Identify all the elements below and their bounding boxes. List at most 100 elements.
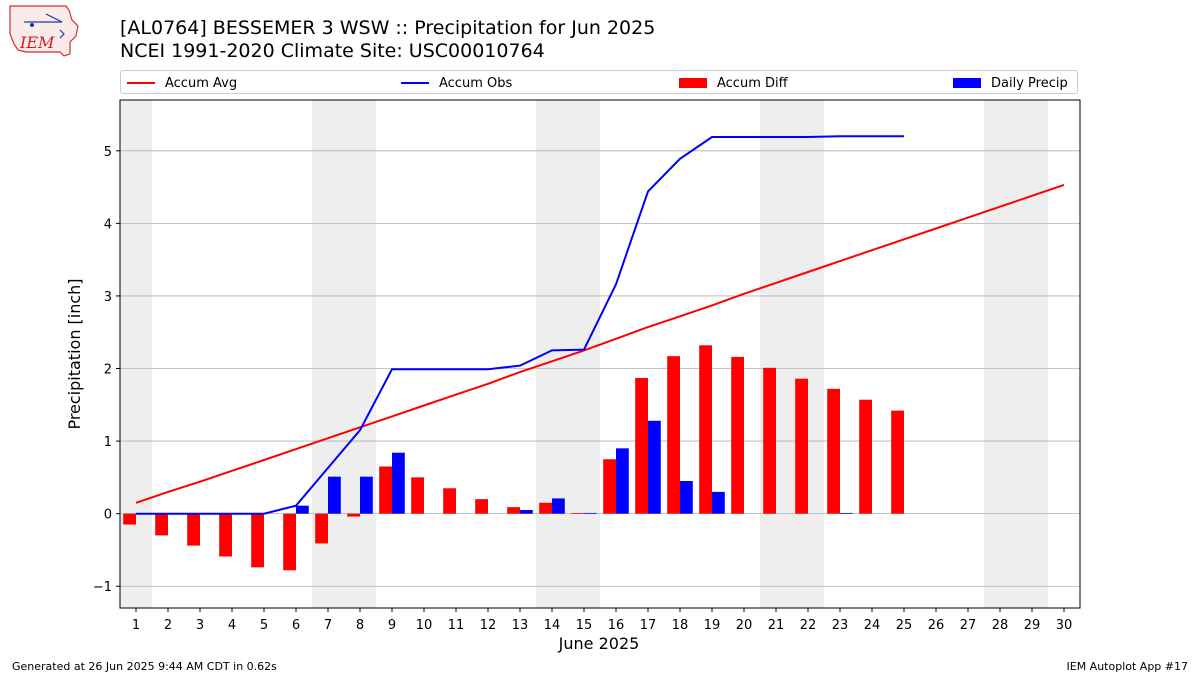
x-tick-label-30: 30 [1056,618,1073,633]
bar-daily-precip-day-18 [680,481,693,514]
bar-daily-precip-day-23 [840,512,853,514]
bar-accum-diff-day-6 [283,513,296,571]
bar-accum-diff-day-3 [187,513,200,546]
x-tick-label-25: 25 [896,618,913,633]
plot-frame [119,99,1081,609]
bar-accum-diff-day-12 [475,499,488,514]
legend-item-daily-precip: Daily Precip [953,74,1068,92]
bar-daily-precip-day-7 [328,476,341,514]
legend-item-accum-diff: Accum Diff [679,74,788,92]
y-tick-label-2: 2 [104,363,112,378]
bar-daily-precip-day-15 [584,512,597,514]
bar-accum-diff-day-11 [443,488,456,514]
line-accum-avg [135,183,1065,504]
x-tick-label-4: 4 [228,618,236,633]
chart-title: [AL0764] BESSEMER 3 WSW :: Precipitation… [120,17,656,39]
x-tick-label-17: 17 [640,618,657,633]
legend-swatch-accum-avg [127,82,155,84]
bar-accum-diff-day-23 [827,388,840,514]
bar-accum-diff-day-15 [571,512,584,514]
x-tick-label-23: 23 [832,618,849,633]
x-tick-label-27: 27 [960,618,977,633]
y-axis-label: Precipitation [inch] [65,278,84,429]
x-tick-label-21: 21 [768,618,785,633]
bar-accum-diff-day-5 [251,513,264,568]
bar-accum-diff-day-13 [507,507,520,514]
x-tick-label-6: 6 [292,618,300,633]
x-tick-label-16: 16 [608,618,625,633]
bar-accum-diff-day-21 [763,367,776,514]
y-tick-label-0: 0 [104,508,112,523]
bar-accum-diff-day-20 [731,356,744,514]
x-tick-label-5: 5 [260,618,268,633]
x-tick-label-24: 24 [864,618,881,633]
x-tick-label-15: 15 [576,618,593,633]
bar-accum-diff-day-18 [667,356,680,514]
bar-daily-precip-day-6 [296,505,309,514]
weekend-shade-day-14 [536,100,568,608]
legend-label-accum-avg: Accum Avg [165,75,238,91]
x-tick-label-14: 14 [544,618,561,633]
weekend-shade-day-28 [984,100,1016,608]
x-tick-label-7: 7 [324,618,332,633]
weekend-shade-day-1 [120,100,152,608]
bar-accum-diff-day-16 [603,459,616,514]
x-tick-label-1: 1 [132,618,140,633]
legend-swatch-accum-diff [679,78,707,88]
bar-accum-diff-day-7 [315,513,328,544]
x-tick-label-2: 2 [164,618,172,633]
x-tick-label-22: 22 [800,618,817,633]
generated-timestamp: Generated at 26 Jun 2025 9:44 AM CDT in … [12,660,277,673]
bar-accum-diff-day-14 [539,502,552,514]
bar-daily-precip-day-13 [520,510,533,514]
iem-logo: IEM [9,5,79,57]
x-tick-label-26: 26 [928,618,945,633]
x-tick-label-28: 28 [992,618,1009,633]
weekend-shade-day-21 [760,100,792,608]
x-tick-label-12: 12 [480,618,497,633]
line-accum-obs [136,135,904,515]
logo-text: IEM [19,33,55,52]
bar-daily-precip-day-16 [616,448,629,514]
bar-accum-diff-day-24 [859,399,872,514]
bar-accum-diff-day-17 [635,377,648,514]
weekend-shade-day-22 [792,100,824,608]
legend-swatch-daily-precip [953,78,981,88]
bar-accum-diff-day-22 [795,378,808,514]
bar-accum-diff-day-9 [379,466,392,514]
bar-accum-diff-day-10 [411,477,424,514]
legend-swatch-accum-obs [401,82,429,84]
y-tick-label-4: 4 [104,217,112,232]
x-tick-label-20: 20 [736,618,753,633]
bar-daily-precip-day-17 [648,420,661,514]
legend-label-accum-obs: Accum Obs [439,75,513,91]
app-credit: IEM Autoplot App #17 [1066,660,1189,673]
legend-label-daily-precip: Daily Precip [991,75,1068,91]
x-tick-label-8: 8 [356,618,364,633]
y-tick-label-5: 5 [104,145,112,160]
bar-accum-diff-day-1 [123,513,136,525]
weekend-shade-day-29 [1016,100,1048,608]
weekend-shade-day-8 [344,100,376,608]
x-tick-label-13: 13 [512,618,529,633]
x-tick-label-11: 11 [448,618,465,633]
x-tick-label-3: 3 [196,618,204,633]
bar-accum-diff-day-25 [891,410,904,514]
x-axis-label: June 2025 [558,634,640,653]
bar-daily-precip-day-14 [552,498,565,514]
legend-label-accum-diff: Accum Diff [717,75,788,91]
bar-accum-diff-day-4 [219,513,232,557]
x-tick-label-29: 29 [1024,618,1041,633]
bar-accum-diff-day-19 [699,345,712,514]
bar-accum-diff-day-8 [347,513,360,517]
chart-subtitle: NCEI 1991-2020 Climate Site: USC00010764 [120,40,545,62]
y-tick-label-1: 1 [104,435,112,450]
bar-daily-precip-day-8 [360,476,373,514]
x-tick-label-18: 18 [672,618,689,633]
legend-item-accum-avg: Accum Avg [127,74,237,92]
legend-item-accum-obs: Accum Obs [401,74,512,92]
x-tick-label-19: 19 [704,618,721,633]
y-tick-label--1: −1 [93,580,112,595]
bar-accum-diff-day-2 [155,513,168,536]
